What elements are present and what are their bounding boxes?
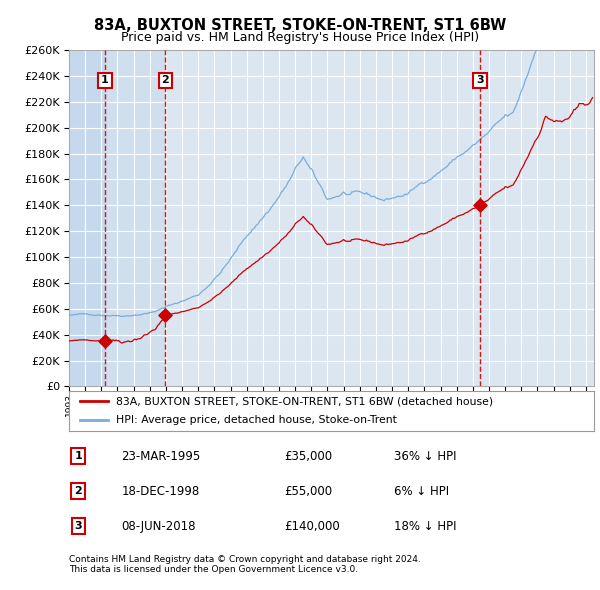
Text: 2: 2 <box>161 76 169 86</box>
Text: HPI: Average price, detached house, Stoke-on-Trent: HPI: Average price, detached house, Stok… <box>116 415 397 425</box>
Text: 3: 3 <box>74 521 82 531</box>
Text: 18% ↓ HPI: 18% ↓ HPI <box>395 520 457 533</box>
Text: 3: 3 <box>476 76 484 86</box>
Text: 18-DEC-1998: 18-DEC-1998 <box>121 484 200 498</box>
Text: 1: 1 <box>74 451 82 461</box>
Text: £55,000: £55,000 <box>284 484 332 498</box>
Text: 2: 2 <box>74 486 82 496</box>
Point <box>475 201 485 210</box>
Text: 6% ↓ HPI: 6% ↓ HPI <box>395 484 449 498</box>
Text: 23-MAR-1995: 23-MAR-1995 <box>121 450 201 463</box>
Text: 36% ↓ HPI: 36% ↓ HPI <box>395 450 457 463</box>
Text: This data is licensed under the Open Government Licence v3.0.: This data is licensed under the Open Gov… <box>69 565 358 575</box>
Text: Contains HM Land Registry data © Crown copyright and database right 2024.: Contains HM Land Registry data © Crown c… <box>69 555 421 564</box>
Text: 1: 1 <box>101 76 109 86</box>
Text: £35,000: £35,000 <box>284 450 332 463</box>
Text: 08-JUN-2018: 08-JUN-2018 <box>121 520 196 533</box>
Text: 83A, BUXTON STREET, STOKE-ON-TRENT, ST1 6BW (detached house): 83A, BUXTON STREET, STOKE-ON-TRENT, ST1 … <box>116 396 493 407</box>
Text: Price paid vs. HM Land Registry's House Price Index (HPI): Price paid vs. HM Land Registry's House … <box>121 31 479 44</box>
Text: 83A, BUXTON STREET, STOKE-ON-TRENT, ST1 6BW: 83A, BUXTON STREET, STOKE-ON-TRENT, ST1 … <box>94 18 506 33</box>
Bar <box>69 50 105 386</box>
Point <box>160 310 170 320</box>
Bar <box>105 50 165 386</box>
Text: £140,000: £140,000 <box>284 520 340 533</box>
Point <box>100 336 110 346</box>
